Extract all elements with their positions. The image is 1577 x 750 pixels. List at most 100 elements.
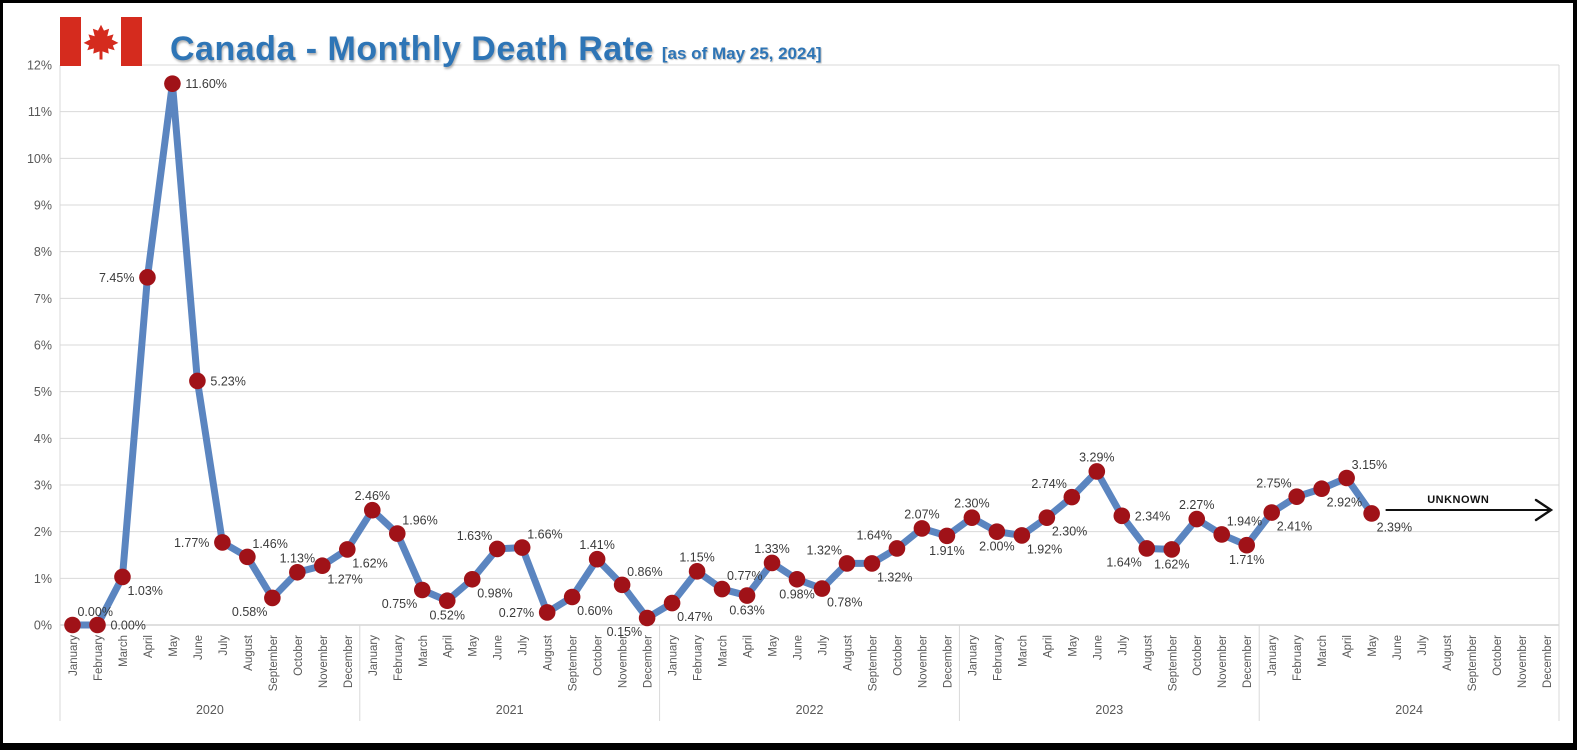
data-point-marker — [1063, 488, 1081, 506]
chart-header: Canada - Monthly Death Rate [as of May 2… — [60, 12, 822, 66]
data-point-label: 0.47% — [677, 610, 712, 624]
data-point-label: 1.91% — [929, 544, 964, 558]
data-point-label: 2.74% — [1031, 477, 1066, 491]
data-point-label: 0.78% — [827, 596, 862, 610]
month-label: May — [768, 635, 780, 657]
data-point-label: 2.46% — [355, 489, 390, 503]
month-label: March — [118, 635, 130, 667]
data-point-label: 1.62% — [1154, 557, 1189, 571]
data-point-label: 0.27% — [499, 606, 534, 620]
data-point-label: 2.27% — [1179, 498, 1214, 512]
month-label: August — [1442, 634, 1454, 671]
data-point-marker — [1013, 527, 1031, 544]
data-point-label: 1.94% — [1227, 514, 1262, 528]
month-label: November — [618, 635, 630, 688]
data-point-marker — [438, 592, 456, 610]
data-point-marker — [1113, 507, 1131, 525]
data-point-label: 1.64% — [856, 528, 891, 542]
data-point-marker — [1213, 526, 1231, 543]
month-label: October — [892, 635, 904, 676]
month-label: January — [1267, 635, 1279, 676]
y-axis-tick-label: 11% — [28, 105, 52, 119]
data-point-marker — [813, 580, 831, 597]
month-label: September — [268, 635, 280, 691]
y-axis-tick-label: 2% — [34, 525, 52, 539]
month-label: February — [1292, 635, 1304, 681]
month-label: October — [1192, 635, 1204, 676]
data-point-label: 2.75% — [1256, 477, 1291, 491]
data-point-marker — [239, 548, 256, 566]
month-label: September — [1467, 635, 1479, 691]
month-label: January — [668, 635, 680, 676]
data-point-marker — [264, 589, 281, 607]
data-point-label: 1.13% — [280, 551, 315, 565]
y-axis-tick-label: 5% — [34, 385, 52, 399]
data-point-label: 0.98% — [477, 586, 512, 600]
data-point-label: 2.30% — [954, 497, 989, 511]
y-axis-tick-label: 1% — [34, 572, 52, 586]
month-label: December — [643, 635, 655, 688]
month-label: September — [568, 635, 580, 691]
data-point-label: 1.46% — [252, 537, 287, 551]
data-point-marker — [89, 616, 106, 634]
flag-right-band — [121, 17, 142, 66]
data-point-label: 1.15% — [679, 550, 714, 564]
month-label: December — [343, 635, 355, 688]
month-label: July — [1417, 635, 1429, 656]
data-point-marker — [1363, 505, 1380, 522]
month-label: January — [68, 635, 80, 676]
data-point-label: 3.29% — [1079, 450, 1114, 464]
data-point-marker — [139, 269, 156, 286]
month-label: February — [992, 635, 1004, 681]
data-point-label: 1.64% — [1106, 555, 1141, 569]
month-label: May — [168, 635, 180, 657]
data-point-marker — [1163, 541, 1181, 558]
month-label: July — [218, 635, 230, 656]
data-point-marker — [314, 557, 331, 575]
data-point-marker — [988, 523, 1006, 540]
month-label: August — [842, 634, 854, 671]
data-point-label: 2.07% — [904, 507, 939, 521]
month-label: June — [1392, 635, 1404, 660]
month-label: October — [293, 635, 305, 676]
data-point-marker — [613, 576, 631, 594]
month-label: April — [443, 635, 455, 658]
data-point-marker — [1263, 504, 1280, 521]
data-point-marker — [1038, 509, 1056, 526]
flag-left-band — [60, 17, 81, 66]
data-point-marker — [1188, 510, 1206, 528]
data-point-marker — [713, 580, 731, 598]
data-point-marker — [1088, 463, 1106, 480]
data-point-marker — [289, 563, 306, 581]
data-point-marker — [913, 520, 931, 537]
data-point-label: 0.60% — [577, 604, 612, 618]
data-point-marker — [388, 525, 406, 542]
data-point-label: 1.71% — [1229, 553, 1264, 567]
data-point-label: 7.45% — [99, 271, 134, 285]
data-point-marker — [788, 570, 806, 588]
month-label: December — [942, 635, 954, 688]
month-label: July — [1117, 635, 1129, 656]
data-point-label: 0.86% — [627, 565, 662, 579]
month-label: February — [393, 635, 405, 681]
data-point-label: 1.32% — [877, 570, 912, 584]
data-point-marker — [638, 609, 656, 627]
data-point-marker — [963, 509, 981, 526]
month-label: April — [743, 635, 755, 658]
data-point-label: 1.66% — [527, 528, 562, 542]
data-point-marker — [538, 604, 556, 621]
data-point-marker — [413, 581, 431, 599]
data-point-marker — [888, 540, 906, 557]
data-point-marker — [513, 539, 531, 556]
unknown-arrow-head — [1534, 498, 1554, 522]
data-point-marker — [463, 570, 481, 588]
data-point-marker — [64, 616, 81, 634]
data-point-marker — [214, 534, 231, 551]
month-label: June — [1092, 635, 1104, 660]
line-chart: 0% 1% 2% 3% 4% 5% 6% 7% 8% 9% 10% 11% 12% 2020 January… — [27, 59, 1560, 721]
month-label: September — [867, 635, 879, 691]
month-label: November — [1217, 635, 1229, 688]
y-axis-tick-label: 10% — [27, 152, 52, 166]
month-label: September — [1167, 635, 1179, 691]
